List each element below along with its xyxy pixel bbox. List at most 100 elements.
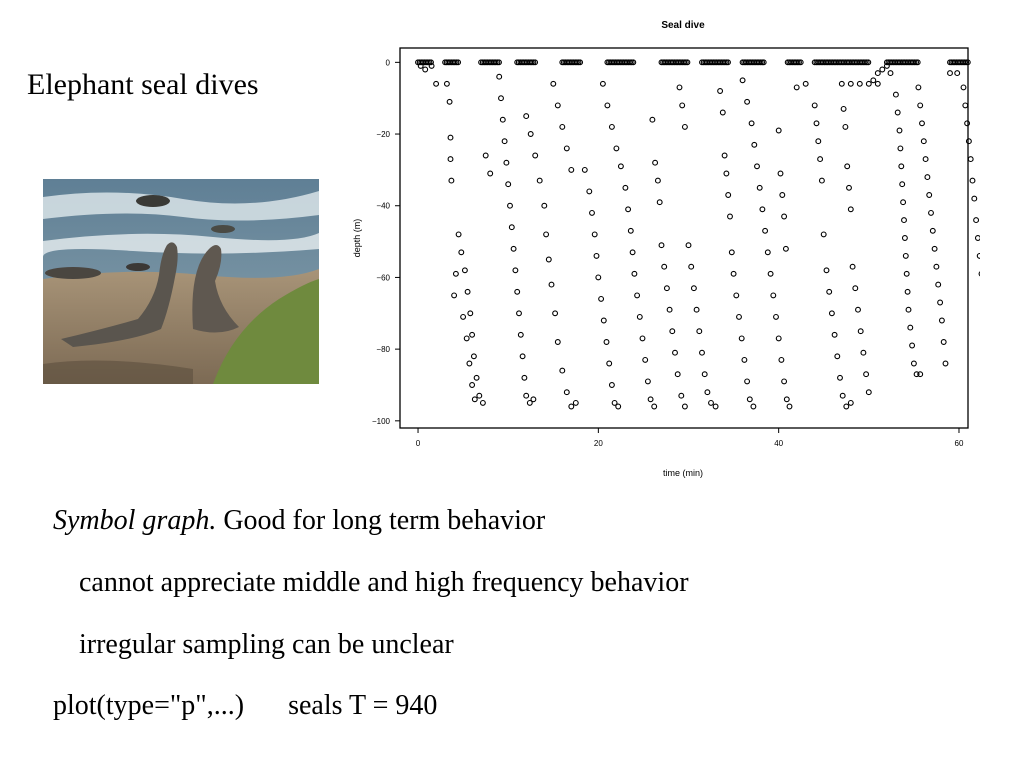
data-point: [593, 252, 600, 259]
data-point: [937, 299, 944, 306]
series-length-note: seals T = 940: [288, 690, 438, 721]
data-point: [455, 231, 462, 238]
data-point: [933, 263, 940, 270]
y-tick-label: −40: [376, 202, 390, 211]
data-point: [781, 378, 788, 385]
data-point: [865, 80, 872, 87]
data-point: [568, 403, 575, 410]
y-tick-label: −80: [376, 345, 390, 354]
data-point: [725, 59, 731, 66]
data-point: [756, 184, 763, 191]
data-point: [651, 403, 658, 410]
data-point: [782, 245, 789, 252]
rock: [211, 225, 235, 233]
data-point: [463, 335, 470, 342]
data-point: [947, 70, 953, 77]
text-line-frequency: cannot appreciate middle and high freque…: [79, 567, 689, 598]
data-point: [960, 84, 967, 91]
data-point: [744, 378, 751, 385]
data-point: [976, 252, 980, 259]
data-point: [919, 120, 925, 127]
data-point: [926, 192, 933, 198]
data-point: [940, 339, 947, 345]
data-point: [663, 285, 670, 292]
data-point: [499, 116, 506, 123]
data-point: [521, 374, 528, 381]
text-line-sampling: irregular sampling can be unclear: [79, 629, 454, 660]
data-point: [644, 378, 651, 385]
data-point: [563, 145, 570, 152]
data-point: [744, 98, 751, 105]
data-point: [904, 288, 911, 295]
data-point: [471, 396, 478, 403]
data-point: [954, 70, 961, 77]
data-point: [902, 252, 909, 259]
data-point: [417, 62, 424, 69]
y-tick-label: −20: [376, 130, 390, 139]
data-point: [428, 59, 434, 66]
data-point: [879, 66, 886, 73]
data-point: [719, 109, 726, 116]
data-point: [860, 349, 867, 356]
data-point: [519, 353, 526, 360]
data-point: [721, 152, 728, 159]
chart-title: Seal dive: [661, 20, 705, 31]
data-point: [503, 159, 510, 166]
data-point: [704, 389, 711, 396]
data-point: [900, 199, 907, 206]
data-point: [775, 335, 782, 342]
data-point: [634, 292, 641, 299]
data-point: [674, 371, 681, 378]
rock: [126, 263, 150, 271]
data-point: [846, 184, 852, 191]
data-point: [447, 134, 454, 141]
data-point: [532, 152, 539, 159]
data-point: [746, 396, 753, 403]
data-point: [508, 224, 515, 231]
data-point: [733, 292, 740, 299]
data-point: [476, 392, 483, 399]
data-point: [717, 88, 724, 94]
data-point: [699, 349, 705, 356]
data-point: [581, 166, 588, 173]
data-point: [649, 116, 656, 123]
data-point: [530, 396, 537, 403]
data-point: [678, 392, 685, 399]
data-point: [770, 292, 777, 299]
data-point: [741, 356, 748, 363]
data-point: [550, 80, 557, 87]
data-point: [723, 170, 730, 177]
data-point: [684, 59, 691, 66]
data-point: [840, 105, 847, 112]
data-point: [978, 271, 980, 277]
data-point: [910, 360, 917, 367]
x-axis-label: time (min): [663, 468, 703, 478]
data-point: [905, 306, 912, 313]
data-point: [965, 138, 972, 145]
data-point: [751, 141, 758, 148]
surf-foam-2: [43, 233, 319, 257]
data-point: [479, 399, 486, 406]
data-point: [748, 120, 755, 127]
data-point: [863, 371, 870, 378]
data-point: [929, 227, 936, 234]
data-point: [469, 382, 476, 388]
text-line-symbol-graph: Symbol graph. Good for long term behavio…: [53, 505, 545, 537]
photo-illustration: [43, 179, 319, 384]
data-point: [802, 80, 809, 87]
data-point: [422, 66, 429, 73]
data-point: [679, 102, 686, 109]
data-point: [843, 403, 850, 410]
data-point: [466, 360, 473, 367]
data-point: [473, 374, 480, 381]
data-point: [935, 281, 942, 288]
data-point: [631, 270, 638, 277]
data-point: [760, 59, 767, 66]
data-point: [892, 91, 899, 98]
data-point: [762, 227, 769, 234]
data-point: [874, 70, 881, 77]
data-point: [856, 80, 863, 87]
data-point: [469, 331, 476, 338]
data-point: [754, 163, 760, 170]
data-point: [536, 177, 543, 184]
